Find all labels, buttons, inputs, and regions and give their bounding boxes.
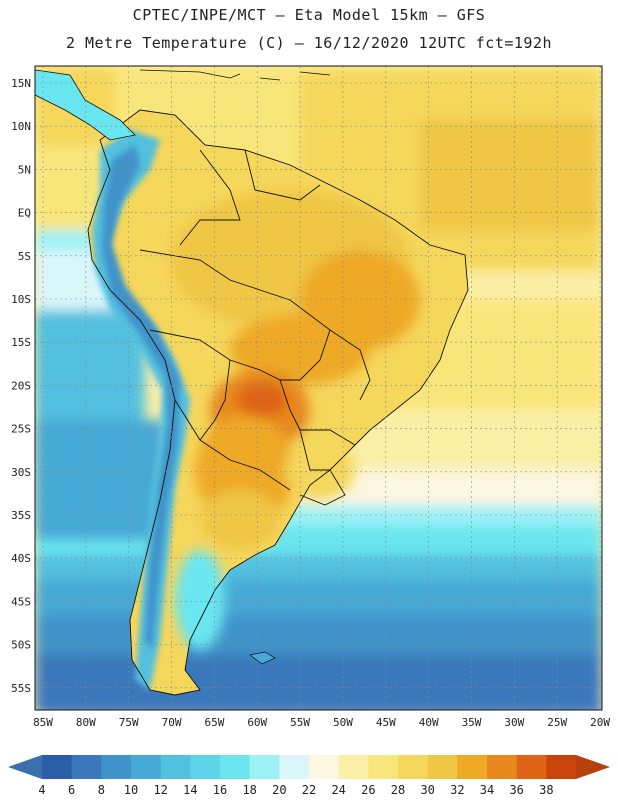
lon-label: 85W — [33, 716, 53, 729]
lon-label: 50W — [333, 716, 353, 729]
lat-label: 10S — [11, 293, 31, 306]
colorbar-swatch — [398, 755, 429, 779]
colorbar-label: 38 — [539, 783, 553, 797]
colorbar-label: 20 — [272, 783, 286, 797]
lon-label: 45W — [376, 716, 396, 729]
lat-label: 10N — [11, 120, 31, 133]
colorbar-label: 10 — [124, 783, 138, 797]
andes-crest — [102, 145, 180, 650]
colorbar-label: 6 — [68, 783, 75, 797]
colorbar-label: 16 — [213, 783, 227, 797]
colorbar-swatch — [487, 755, 518, 779]
caribbean-islands — [139, 69, 331, 81]
lat-label: 5S — [18, 250, 31, 263]
map-title-line2: 2 Metre Temperature (C) – 16/12/2020 12U… — [65, 34, 553, 52]
colorbar-label: 24 — [331, 783, 345, 797]
colorbar-label: 8 — [98, 783, 105, 797]
lat-label: 45S — [11, 595, 31, 608]
falkland-islands — [249, 651, 276, 665]
land-heat-field — [170, 190, 420, 650]
lon-label: 80W — [76, 716, 96, 729]
colorbar-label: 32 — [450, 783, 464, 797]
lat-label: 5N — [18, 163, 31, 176]
lon-label: 25W — [547, 716, 567, 729]
colorbar: 4 6 8 10 12 14 16 18 20 22 24 26 28 30 32 34 36 38 — [8, 755, 610, 797]
latitude-labels: 15N 10N 5N EQ 5S 10S 15S 20S 25S 30S 35S 40S 45S 50S 5… — [11, 77, 31, 695]
colorbar-label: 22 — [302, 783, 316, 797]
central-america-land — [35, 69, 136, 141]
colorbar-swatch — [279, 755, 310, 779]
lon-label: 35W — [462, 716, 482, 729]
lat-label: 15N — [11, 77, 31, 90]
map-frame — [34, 65, 603, 711]
colorbar-label: 18 — [242, 783, 256, 797]
lat-label: 30S — [11, 466, 31, 479]
lon-label: 20W — [590, 716, 610, 729]
colorbar-swatch — [368, 755, 399, 779]
colorbar-label: 30 — [420, 783, 434, 797]
colorbar-left-arrow — [8, 755, 42, 779]
colorbar-swatch — [220, 755, 251, 779]
lon-label: 70W — [162, 716, 182, 729]
colorbar-swatches — [42, 755, 577, 779]
temperature-map: 15N 10N 5N EQ 5S 10S 15S 20S 25S 30S 35S 40S 45S 50S 5… — [11, 65, 610, 729]
colorbar-swatch — [42, 755, 73, 779]
colorbar-label: 36 — [509, 783, 523, 797]
map-title-line1: CPTEC/INPE/MCT – Eta Model 15km – GFS — [132, 6, 486, 24]
colorbar-label: 34 — [480, 783, 494, 797]
lat-label: 15S — [11, 336, 31, 349]
colorbar-label: 28 — [391, 783, 405, 797]
colorbar-label: 14 — [183, 783, 197, 797]
lat-label: 25S — [11, 423, 31, 436]
colorbar-swatch — [160, 755, 191, 779]
colorbar-swatch — [546, 755, 577, 779]
colorbar-label: 12 — [153, 783, 167, 797]
lat-label: 40S — [11, 552, 31, 565]
grid-lines — [35, 66, 602, 710]
map-field — [35, 66, 602, 710]
lon-label: 40W — [419, 716, 439, 729]
colorbar-swatch — [131, 755, 162, 779]
lat-label: 20S — [11, 379, 31, 392]
andes-ridge — [92, 130, 190, 690]
colorbar-right-arrow — [576, 755, 610, 779]
lon-label: 65W — [204, 716, 224, 729]
colorbar-swatch — [457, 755, 488, 779]
lat-label: EQ — [18, 207, 31, 220]
lat-label: 35S — [11, 509, 31, 522]
lon-label: 75W — [119, 716, 139, 729]
colorbar-swatch — [101, 755, 132, 779]
colorbar-labels: 4 6 8 10 12 14 16 18 20 22 24 26 28 30 32 34 36 38 — [38, 783, 553, 797]
country-borders — [87, 109, 469, 696]
colorbar-swatch — [338, 755, 369, 779]
colorbar-swatch — [190, 755, 221, 779]
lon-label: 30W — [504, 716, 524, 729]
colorbar-label: 26 — [361, 783, 375, 797]
longitude-labels: 85W 80W 75W 70W 65W 60W 55W 50W 45W 40W 35W 30W 25W 2… — [33, 716, 610, 729]
colorbar-swatch — [71, 755, 102, 779]
colorbar-swatch — [249, 755, 280, 779]
colorbar-label: 4 — [38, 783, 45, 797]
lon-label: 60W — [247, 716, 267, 729]
lat-label: 55S — [11, 682, 31, 695]
lat-label: 50S — [11, 639, 31, 652]
colorbar-swatch — [516, 755, 547, 779]
colorbar-swatch — [309, 755, 340, 779]
colorbar-swatch — [427, 755, 458, 779]
lon-label: 55W — [290, 716, 310, 729]
